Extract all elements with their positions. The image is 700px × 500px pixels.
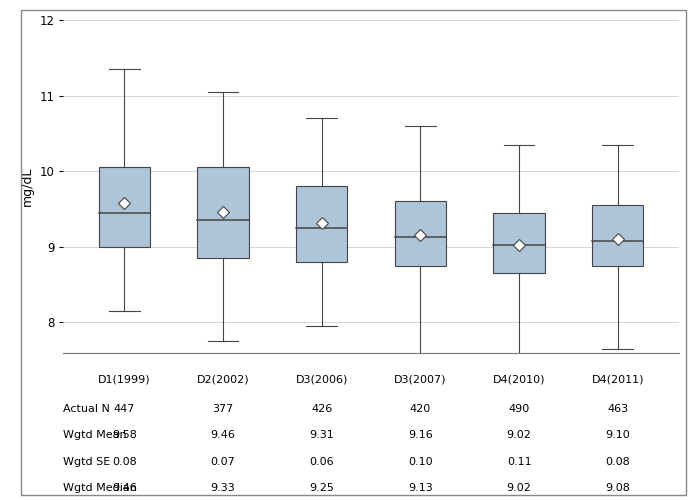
Text: Wgtd Mean: Wgtd Mean — [63, 430, 127, 440]
Text: D3(2007): D3(2007) — [394, 374, 447, 384]
Bar — [99, 168, 150, 246]
Text: 0.10: 0.10 — [408, 456, 433, 466]
Text: 0.08: 0.08 — [606, 456, 630, 466]
Text: D2(2002): D2(2002) — [197, 374, 249, 384]
Bar — [494, 212, 545, 273]
Text: 9.58: 9.58 — [112, 430, 136, 440]
Bar — [197, 168, 248, 258]
Text: 9.02: 9.02 — [507, 483, 531, 493]
Text: 0.06: 0.06 — [309, 456, 334, 466]
Text: 490: 490 — [508, 404, 530, 413]
Text: D3(2006): D3(2006) — [295, 374, 348, 384]
Text: 9.13: 9.13 — [408, 483, 433, 493]
Text: 9.33: 9.33 — [211, 483, 235, 493]
Text: 9.02: 9.02 — [507, 430, 531, 440]
Text: 9.46: 9.46 — [211, 430, 235, 440]
Text: 9.25: 9.25 — [309, 483, 334, 493]
Text: 420: 420 — [410, 404, 431, 413]
Text: 0.07: 0.07 — [211, 456, 235, 466]
Text: 0.11: 0.11 — [507, 456, 531, 466]
Bar — [395, 202, 446, 266]
Text: D4(2010): D4(2010) — [493, 374, 545, 384]
Text: Wgtd SE: Wgtd SE — [63, 456, 111, 466]
Text: 9.46: 9.46 — [112, 483, 136, 493]
Text: Actual N: Actual N — [63, 404, 110, 413]
Text: 463: 463 — [607, 404, 629, 413]
Bar — [296, 186, 347, 262]
Text: D4(2011): D4(2011) — [592, 374, 644, 384]
Text: 377: 377 — [212, 404, 234, 413]
Text: 9.08: 9.08 — [606, 483, 630, 493]
Text: 9.16: 9.16 — [408, 430, 433, 440]
Text: 9.10: 9.10 — [606, 430, 630, 440]
Text: 9.31: 9.31 — [309, 430, 334, 440]
Y-axis label: mg/dL: mg/dL — [21, 166, 34, 206]
Text: 0.08: 0.08 — [112, 456, 136, 466]
Bar — [592, 205, 643, 266]
Text: 447: 447 — [113, 404, 135, 413]
Text: Wgtd Median: Wgtd Median — [63, 483, 137, 493]
Text: 426: 426 — [311, 404, 332, 413]
Text: D1(1999): D1(1999) — [98, 374, 150, 384]
